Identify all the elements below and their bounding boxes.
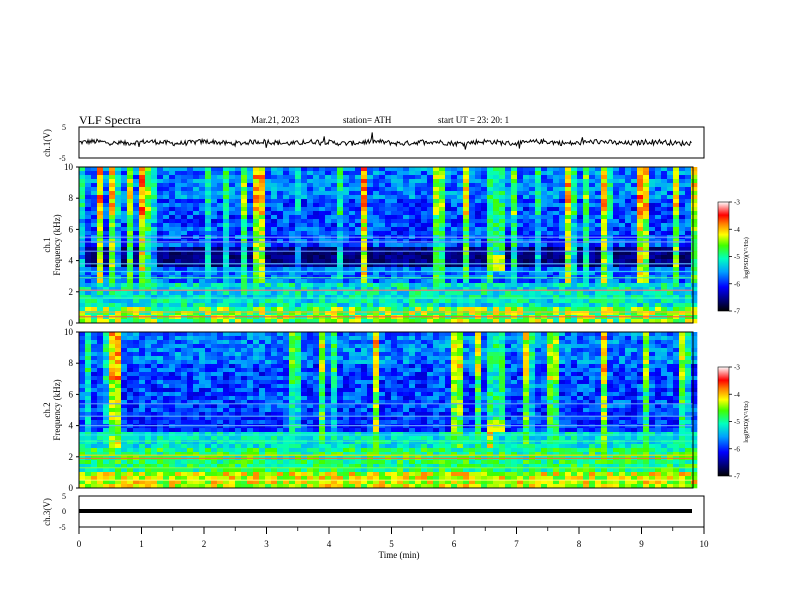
ch2-spectrogram-frame bbox=[78, 331, 694, 489]
ch2-channel-label: ch.2 bbox=[42, 402, 52, 417]
time-tick-label-5: 5 bbox=[389, 539, 394, 549]
time-tick-label-3: 3 bbox=[264, 539, 269, 549]
time-tick-label-6: 6 bbox=[452, 539, 457, 549]
colorbar-tick-label--5: -5 bbox=[734, 418, 740, 426]
colorbar-tick-label--5: -5 bbox=[734, 253, 740, 261]
ch1-channel-label: ch.1 bbox=[42, 237, 52, 252]
freq-tick-label-10: 10 bbox=[64, 327, 74, 337]
ch2-colorbar: -3 -4 -5 -6 -7 log(PSD)(V²/Hz) bbox=[717, 364, 750, 481]
ch1-ytick-top: 5 bbox=[62, 123, 66, 132]
ch3-ytick-top: 5 bbox=[62, 492, 66, 501]
freq-tick-label-0: 0 bbox=[69, 318, 74, 328]
ch1-voltage-frame bbox=[78, 126, 705, 159]
start-time-label: start UT = 23: 20: 1 bbox=[438, 115, 509, 125]
freq-tick-label-8: 8 bbox=[69, 358, 74, 368]
time-tick-label-4: 4 bbox=[327, 539, 332, 549]
ch1-colorbar: -3 -4 -5 -6 -7 log(PSD)(V²/Hz) bbox=[717, 199, 750, 316]
freq-tick-label-6: 6 bbox=[69, 224, 74, 234]
ch2-frequency-ylabel: Frequency (kHz) bbox=[52, 379, 62, 440]
ch3-voltage-trace bbox=[79, 509, 692, 513]
freq-tick-label-2: 2 bbox=[69, 452, 74, 462]
ch1-colorbar-scale bbox=[717, 201, 730, 312]
spectrogram-image-2: 0 2 4 6 8 10 bbox=[64, 327, 698, 493]
time-tick-label-0: 0 bbox=[77, 539, 82, 549]
ch2-spectrogram-panel: 0 2 4 6 8 10 ch.2 Frequency (kHz) bbox=[42, 327, 698, 493]
ch3-voltage-panel: 5 0 -5 ch.3(V) bbox=[42, 492, 705, 532]
spectrogram-image-1: 0 2 4 6 8 10 bbox=[64, 162, 698, 328]
time-tick-label-7: 7 bbox=[514, 539, 519, 549]
station-label: station= ATH bbox=[343, 115, 392, 125]
time-axis-ticks: 0 1 2 3 4 5 6 7 8 9 10 bbox=[77, 527, 709, 549]
ch1-voltage-trace bbox=[79, 132, 692, 150]
ch2-colorbar-label: log(PSD)(V²/Hz) bbox=[743, 401, 750, 442]
colorbar-tick-label--4: -4 bbox=[734, 391, 740, 399]
colorbar-tick-label--6: -6 bbox=[734, 280, 740, 288]
freq-tick-label-4: 4 bbox=[69, 421, 74, 431]
colorbar-tick-label--6: -6 bbox=[734, 445, 740, 453]
ch1-frequency-ylabel: Frequency (kHz) bbox=[52, 214, 62, 275]
time-tick-label-1: 1 bbox=[139, 539, 144, 549]
time-axis-label: Time (min) bbox=[379, 550, 420, 560]
colorbar-tick-label--7: -7 bbox=[734, 473, 740, 481]
colorbar-tick-label--4: -4 bbox=[734, 226, 740, 234]
colorbar-tick-label--7: -7 bbox=[734, 308, 740, 316]
ch1-voltage-panel: 5 -5 ch.1(V) bbox=[42, 123, 705, 163]
colorbar-tick-label--3: -3 bbox=[734, 199, 740, 207]
ch1-ytick-bottom: -5 bbox=[59, 154, 66, 163]
freq-tick-label-0: 0 bbox=[69, 483, 74, 493]
freq-tick-label-8: 8 bbox=[69, 193, 74, 203]
time-tick-label-9: 9 bbox=[639, 539, 644, 549]
figure-title: VLF Spectra bbox=[79, 113, 141, 127]
freq-tick-label-6: 6 bbox=[69, 389, 74, 399]
freq-tick-label-4: 4 bbox=[69, 256, 74, 266]
ch3-ytick-mid: 0 bbox=[62, 507, 66, 516]
freq-tick-label-10: 10 bbox=[64, 162, 74, 172]
colorbar-tick-label--3: -3 bbox=[734, 364, 740, 372]
ch3-ytick-bottom: -5 bbox=[59, 523, 66, 532]
ch3-voltage-ylabel: ch.3(V) bbox=[42, 498, 52, 526]
ch2-colorbar-scale bbox=[717, 366, 730, 477]
ch1-colorbar-label: log(PSD)(V²/Hz) bbox=[743, 237, 750, 278]
time-tick-label-10: 10 bbox=[700, 539, 710, 549]
ch1-spectrogram-frame bbox=[78, 166, 694, 324]
ch1-spectrogram-panel: 0 2 4 6 8 10 ch.1 Frequency (kHz) bbox=[42, 162, 698, 328]
time-tick-label-2: 2 bbox=[202, 539, 207, 549]
ch1-voltage-ylabel: ch.1(V) bbox=[42, 129, 52, 157]
freq-tick-label-2: 2 bbox=[69, 287, 74, 297]
time-tick-label-8: 8 bbox=[577, 539, 582, 549]
date-label: Mar.21, 2023 bbox=[251, 115, 300, 125]
